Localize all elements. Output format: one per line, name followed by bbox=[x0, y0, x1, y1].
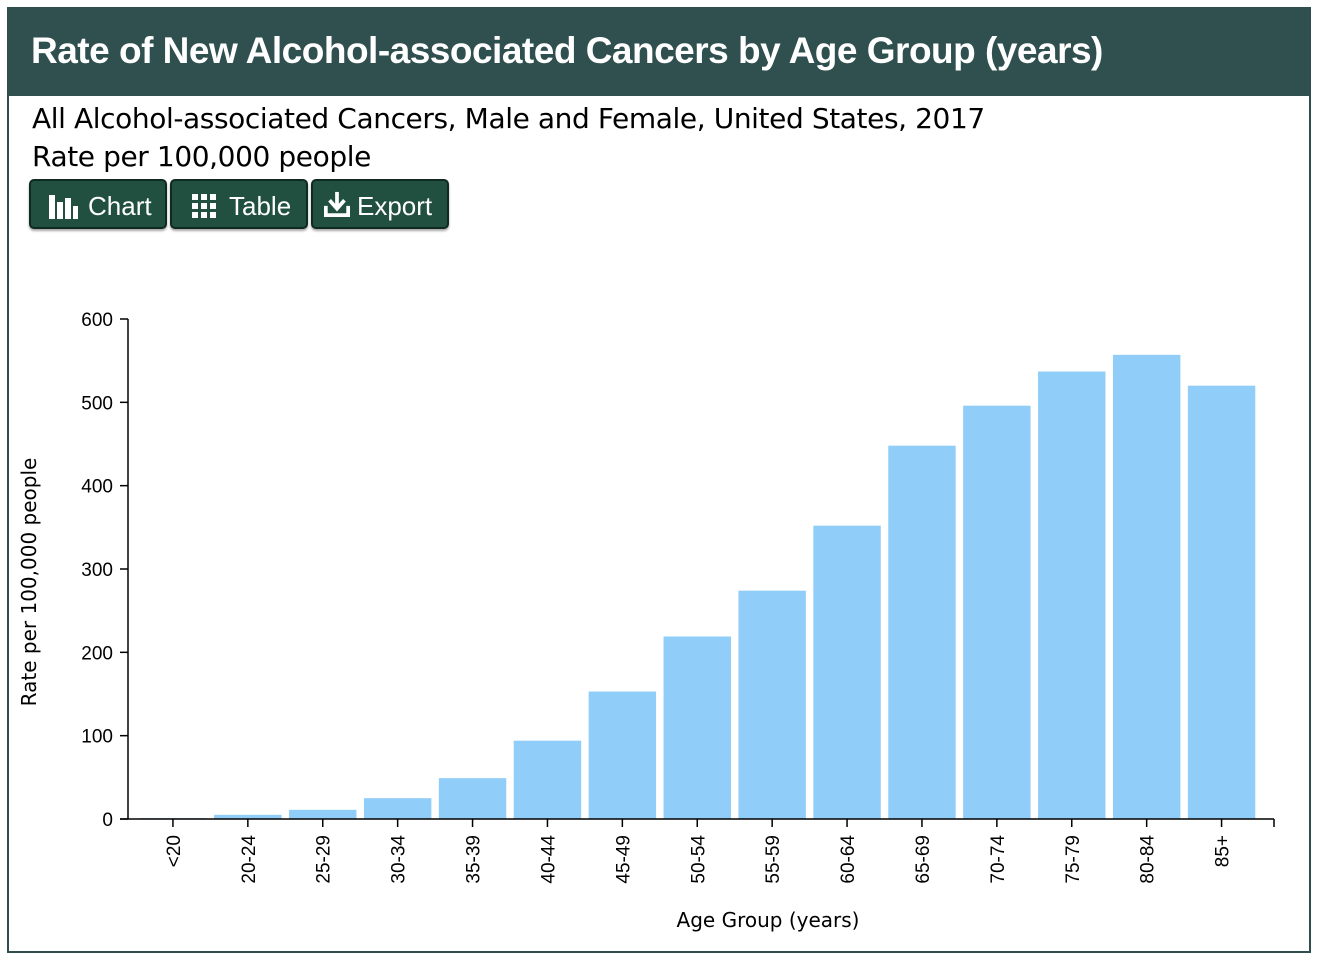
bar[interactable] bbox=[888, 445, 956, 819]
table-view-button[interactable]: Table bbox=[170, 179, 308, 229]
y-tick-label: 300 bbox=[81, 560, 113, 581]
bar[interactable] bbox=[1038, 371, 1106, 820]
x-tick-label: <20 bbox=[164, 835, 185, 867]
x-tick-label: 35-39 bbox=[464, 835, 485, 884]
bar[interactable] bbox=[738, 590, 806, 819]
x-tick-label: 20-24 bbox=[239, 835, 260, 884]
x-tick-label: 25-29 bbox=[314, 835, 335, 884]
page-title: Rate of New Alcohol-associated Cancers b… bbox=[31, 30, 1103, 71]
x-tick-label: 85+ bbox=[1213, 835, 1234, 867]
download-icon bbox=[324, 191, 350, 217]
chart-view-label: Chart bbox=[88, 191, 152, 221]
y-axis-title: Rate per 100,000 people bbox=[17, 458, 41, 707]
x-tick-label: 70-74 bbox=[988, 835, 1009, 884]
x-tick-label: 75-79 bbox=[1063, 835, 1084, 884]
x-tick-label: 65-69 bbox=[913, 835, 934, 884]
bar[interactable] bbox=[513, 740, 582, 819]
bar[interactable] bbox=[363, 798, 432, 819]
x-tick-label: 45-49 bbox=[613, 835, 634, 884]
bar[interactable] bbox=[813, 525, 881, 819]
grid-icon bbox=[192, 194, 216, 218]
y-tick-label: 500 bbox=[81, 393, 113, 414]
x-tick-label: 55-59 bbox=[763, 835, 784, 884]
x-axis: <20 20-24 25-29 30-34 35-39 40-44 45-49 50-54 55… bbox=[120, 818, 1275, 884]
y-axis: 0 100 200 300 400 500 600 bbox=[81, 310, 129, 831]
x-tick-label: 80-84 bbox=[1138, 835, 1159, 884]
y-tick-label: 600 bbox=[81, 310, 113, 331]
x-tick-label: 30-34 bbox=[389, 835, 410, 884]
chart-subtitle: All Alcohol-associated Cancers, Male and… bbox=[32, 102, 985, 135]
bar[interactable] bbox=[214, 814, 282, 819]
bar[interactable] bbox=[588, 691, 657, 820]
bar-chart-icon bbox=[49, 195, 78, 219]
export-label: Export bbox=[357, 191, 433, 221]
y-tick-label: 100 bbox=[81, 727, 113, 748]
x-tick-label: 50-54 bbox=[688, 835, 709, 884]
export-button[interactable]: Export bbox=[311, 179, 449, 229]
chart-units: Rate per 100,000 people bbox=[32, 140, 371, 173]
chart-view-button[interactable]: Chart bbox=[29, 179, 167, 229]
y-tick-label: 0 bbox=[102, 810, 113, 831]
bar[interactable] bbox=[289, 809, 357, 819]
x-tick-label: 60-64 bbox=[838, 835, 859, 884]
title-bar: Rate of New Alcohol-associated Cancers b… bbox=[9, 9, 1309, 96]
x-tick-label: 40-44 bbox=[538, 835, 559, 884]
y-tick-label: 200 bbox=[81, 643, 113, 664]
table-view-label: Table bbox=[229, 191, 292, 221]
bar[interactable] bbox=[663, 636, 731, 820]
bar[interactable] bbox=[1187, 385, 1256, 819]
bar[interactable] bbox=[1112, 354, 1181, 819]
bar[interactable] bbox=[963, 405, 1031, 819]
y-tick-label: 400 bbox=[81, 477, 113, 498]
x-axis-title: Age Group (years) bbox=[677, 908, 860, 932]
bar[interactable] bbox=[438, 778, 507, 819]
bars bbox=[139, 354, 1256, 820]
